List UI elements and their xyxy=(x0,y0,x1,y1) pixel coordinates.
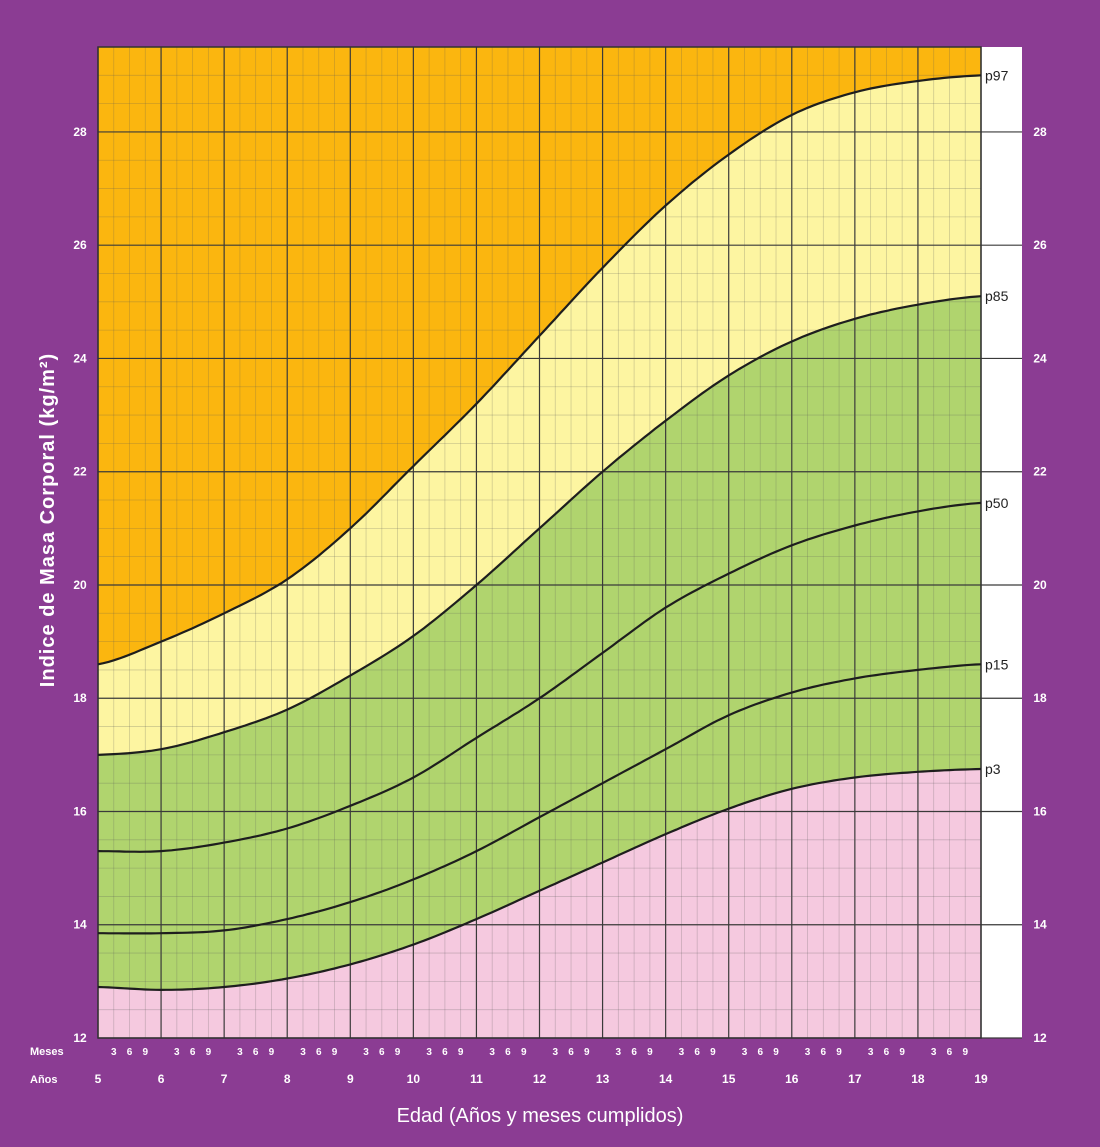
x-tick: 15 xyxy=(722,1072,736,1086)
x-tick: 18 xyxy=(911,1072,925,1086)
years-row-label: Años xyxy=(30,1074,58,1086)
month-tick: 9 xyxy=(269,1047,275,1058)
month-tick: 3 xyxy=(616,1047,622,1058)
month-tick: 3 xyxy=(426,1047,432,1058)
x-tick: 19 xyxy=(974,1072,988,1086)
x-tick: 5 xyxy=(95,1072,102,1086)
y-tick-labels-left: 12 14 16 18 20 22 24 26 28 xyxy=(73,125,87,1045)
month-tick: 3 xyxy=(805,1047,811,1058)
month-tick: 3 xyxy=(174,1047,180,1058)
month-tick: 3 xyxy=(111,1047,117,1058)
percentile-curves xyxy=(97,74,982,992)
y-tick-right: 22 xyxy=(1033,465,1047,479)
month-tick: 3 xyxy=(742,1047,748,1058)
y-axis-label: Indice de Masa Corporal (kg/m²) xyxy=(37,353,59,687)
y-tick-right: 12 xyxy=(1033,1031,1047,1045)
y-tick-right: 16 xyxy=(1033,804,1047,818)
x-tick: 7 xyxy=(221,1072,228,1086)
curve-p15 xyxy=(98,663,982,935)
y-tick-right: 28 xyxy=(1033,125,1047,139)
month-tick: 9 xyxy=(647,1047,653,1058)
month-tick: 9 xyxy=(962,1047,968,1058)
y-tick-left: 18 xyxy=(73,691,87,705)
month-tick: 3 xyxy=(931,1047,937,1058)
months-row-label: Meses xyxy=(30,1046,64,1058)
x-axis-label: Edad (Años y meses cumplidos) xyxy=(397,1105,684,1127)
percentile-labels: p97 p85 p50 p15 p3 xyxy=(985,67,1009,777)
y-tick-left: 16 xyxy=(73,804,87,818)
month-tick: 9 xyxy=(899,1047,905,1058)
x-tick: 11 xyxy=(470,1072,483,1086)
month-tick: 6 xyxy=(190,1047,196,1058)
x-tick: 12 xyxy=(533,1072,547,1086)
x-tick-labels: 5 6 7 8 9 10 11 12 13 14 15 16 17 18 19 xyxy=(95,1072,988,1086)
y-tick-left: 26 xyxy=(73,238,87,252)
month-tick: 9 xyxy=(710,1047,716,1058)
label-p3: p3 xyxy=(985,761,1001,777)
curve-p3 xyxy=(97,767,982,992)
x-tick: 6 xyxy=(158,1072,165,1086)
plot-frame xyxy=(97,46,982,1039)
x-tick: 16 xyxy=(785,1072,799,1086)
label-p85: p85 xyxy=(985,288,1009,304)
month-tick: 6 xyxy=(884,1047,890,1058)
month-tick: 3 xyxy=(489,1047,495,1058)
label-p97: p97 xyxy=(985,67,1009,83)
label-column xyxy=(981,47,1022,1038)
x-tick: 13 xyxy=(596,1072,610,1086)
x-tick: 10 xyxy=(407,1072,421,1086)
month-tick: 3 xyxy=(237,1047,243,1058)
month-tick: 3 xyxy=(868,1047,874,1058)
y-tick-left: 20 xyxy=(73,578,87,592)
label-p15: p15 xyxy=(985,656,1009,672)
curve-p97 xyxy=(97,74,982,666)
month-tick: 3 xyxy=(679,1047,685,1058)
y-tick-left: 22 xyxy=(73,465,87,479)
month-tick: 9 xyxy=(521,1047,527,1058)
month-tick: 6 xyxy=(821,1047,827,1058)
chart-grid xyxy=(97,46,1022,1039)
x-tick: 14 xyxy=(659,1072,673,1086)
y-tick-right: 20 xyxy=(1033,578,1047,592)
month-tick: 9 xyxy=(143,1047,149,1058)
label-p50: p50 xyxy=(985,495,1009,511)
month-tick: 9 xyxy=(584,1047,590,1058)
x-tick: 8 xyxy=(284,1072,291,1086)
month-tick: 6 xyxy=(253,1047,259,1058)
month-tick: 6 xyxy=(127,1047,133,1058)
month-tick: 3 xyxy=(552,1047,558,1058)
y-tick-left: 24 xyxy=(73,351,87,365)
curve-p50 xyxy=(97,501,982,853)
month-tick: 9 xyxy=(206,1047,212,1058)
month-tick: 6 xyxy=(947,1047,953,1058)
month-tick: 9 xyxy=(773,1047,779,1058)
y-tick-left: 28 xyxy=(73,125,87,139)
month-tick: 6 xyxy=(505,1047,511,1058)
y-tick-right: 18 xyxy=(1033,691,1047,705)
y-tick-right: 14 xyxy=(1033,918,1047,932)
y-tick-left: 12 xyxy=(73,1031,87,1045)
month-tick: 9 xyxy=(836,1047,842,1058)
x-tick: 17 xyxy=(848,1072,862,1086)
month-tick: 6 xyxy=(631,1047,637,1058)
y-tick-right: 24 xyxy=(1033,351,1047,365)
month-tick: 9 xyxy=(332,1047,338,1058)
month-tick: 9 xyxy=(458,1047,464,1058)
month-tick: 3 xyxy=(363,1047,369,1058)
y-tick-labels-right: 12 14 16 18 20 22 24 26 28 xyxy=(1033,125,1047,1045)
month-tick: 6 xyxy=(379,1047,385,1058)
x-tick: 9 xyxy=(347,1072,354,1086)
month-tick: 6 xyxy=(316,1047,322,1058)
month-tick: 6 xyxy=(757,1047,763,1058)
curve-p85 xyxy=(97,295,982,756)
month-tick: 9 xyxy=(395,1047,401,1058)
y-tick-right: 26 xyxy=(1033,238,1047,252)
month-tick: 6 xyxy=(442,1047,448,1058)
y-tick-left: 14 xyxy=(73,918,87,932)
month-tick: 6 xyxy=(694,1047,700,1058)
month-tick: 3 xyxy=(300,1047,306,1058)
month-tick: 6 xyxy=(568,1047,574,1058)
